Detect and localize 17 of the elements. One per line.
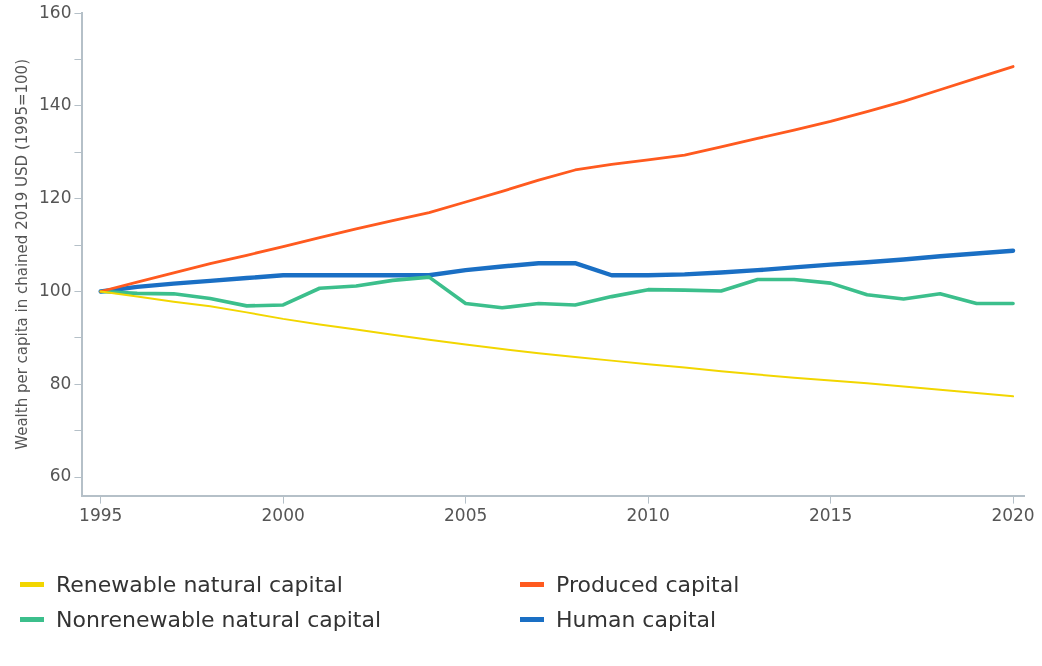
y-tick-label: 120 bbox=[38, 187, 72, 208]
legend-label: Produced capital bbox=[556, 572, 740, 597]
x-tick-label: 2010 bbox=[626, 505, 670, 526]
x-tick-label: 2015 bbox=[808, 505, 853, 526]
legend-label: Nonrenewable natural capital bbox=[56, 607, 382, 632]
legend-label: Renewable natural capital bbox=[56, 572, 343, 597]
x-tick-label: 1995 bbox=[79, 505, 123, 526]
x-tick-label: 2020 bbox=[991, 505, 1035, 526]
x-tick-label: 2005 bbox=[444, 505, 488, 526]
y-tick-label: 140 bbox=[38, 94, 72, 115]
y-tick-label: 60 bbox=[49, 465, 72, 486]
x-tick-label: 2000 bbox=[261, 505, 305, 526]
legend-label: Human capital bbox=[556, 607, 717, 632]
y-tick-label: 80 bbox=[49, 372, 72, 393]
y-tick-label: 160 bbox=[38, 1, 72, 22]
y-tick-label: 100 bbox=[38, 279, 72, 300]
y-axis-title: Wealth per capita in chained 2019 USD (1995=100) bbox=[12, 59, 31, 450]
